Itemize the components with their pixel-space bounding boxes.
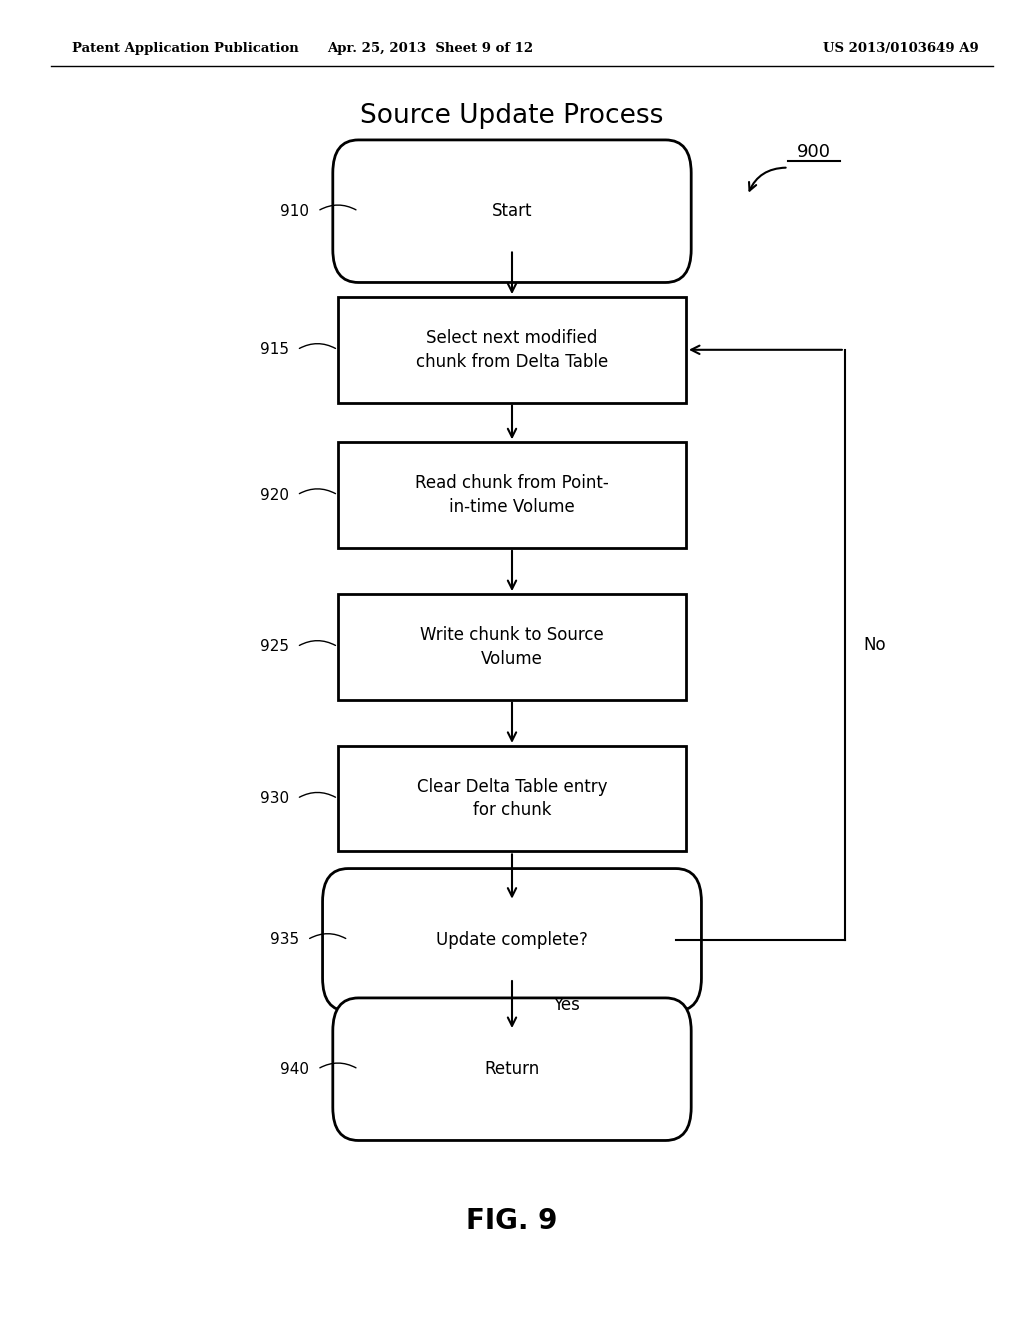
Text: Apr. 25, 2013  Sheet 9 of 12: Apr. 25, 2013 Sheet 9 of 12	[327, 42, 534, 55]
Text: US 2013/0103649 A9: US 2013/0103649 A9	[823, 42, 979, 55]
Text: 935: 935	[270, 932, 299, 948]
Text: Source Update Process: Source Update Process	[360, 103, 664, 129]
FancyBboxPatch shape	[333, 140, 691, 282]
Text: Return: Return	[484, 1060, 540, 1078]
FancyBboxPatch shape	[333, 998, 691, 1140]
Text: 940: 940	[281, 1061, 309, 1077]
Text: Select next modified
chunk from Delta Table: Select next modified chunk from Delta Ta…	[416, 329, 608, 371]
FancyBboxPatch shape	[323, 869, 701, 1011]
Text: Start: Start	[492, 202, 532, 220]
Text: 915: 915	[260, 342, 289, 358]
Text: 920: 920	[260, 487, 289, 503]
Bar	[338, 442, 686, 548]
Text: 910: 910	[281, 203, 309, 219]
Text: 925: 925	[260, 639, 289, 655]
Bar	[338, 297, 686, 403]
Text: Yes: Yes	[553, 995, 580, 1014]
Bar	[338, 746, 686, 851]
Text: 900: 900	[797, 143, 831, 161]
Text: Update complete?: Update complete?	[436, 931, 588, 949]
Text: FIG. 9: FIG. 9	[466, 1206, 558, 1236]
Text: Clear Delta Table entry
for chunk: Clear Delta Table entry for chunk	[417, 777, 607, 820]
Text: Write chunk to Source
Volume: Write chunk to Source Volume	[420, 626, 604, 668]
Text: Read chunk from Point-
in-time Volume: Read chunk from Point- in-time Volume	[415, 474, 609, 516]
Text: No: No	[863, 636, 886, 653]
Text: 930: 930	[260, 791, 289, 807]
Bar	[338, 594, 686, 700]
Text: Patent Application Publication: Patent Application Publication	[72, 42, 298, 55]
